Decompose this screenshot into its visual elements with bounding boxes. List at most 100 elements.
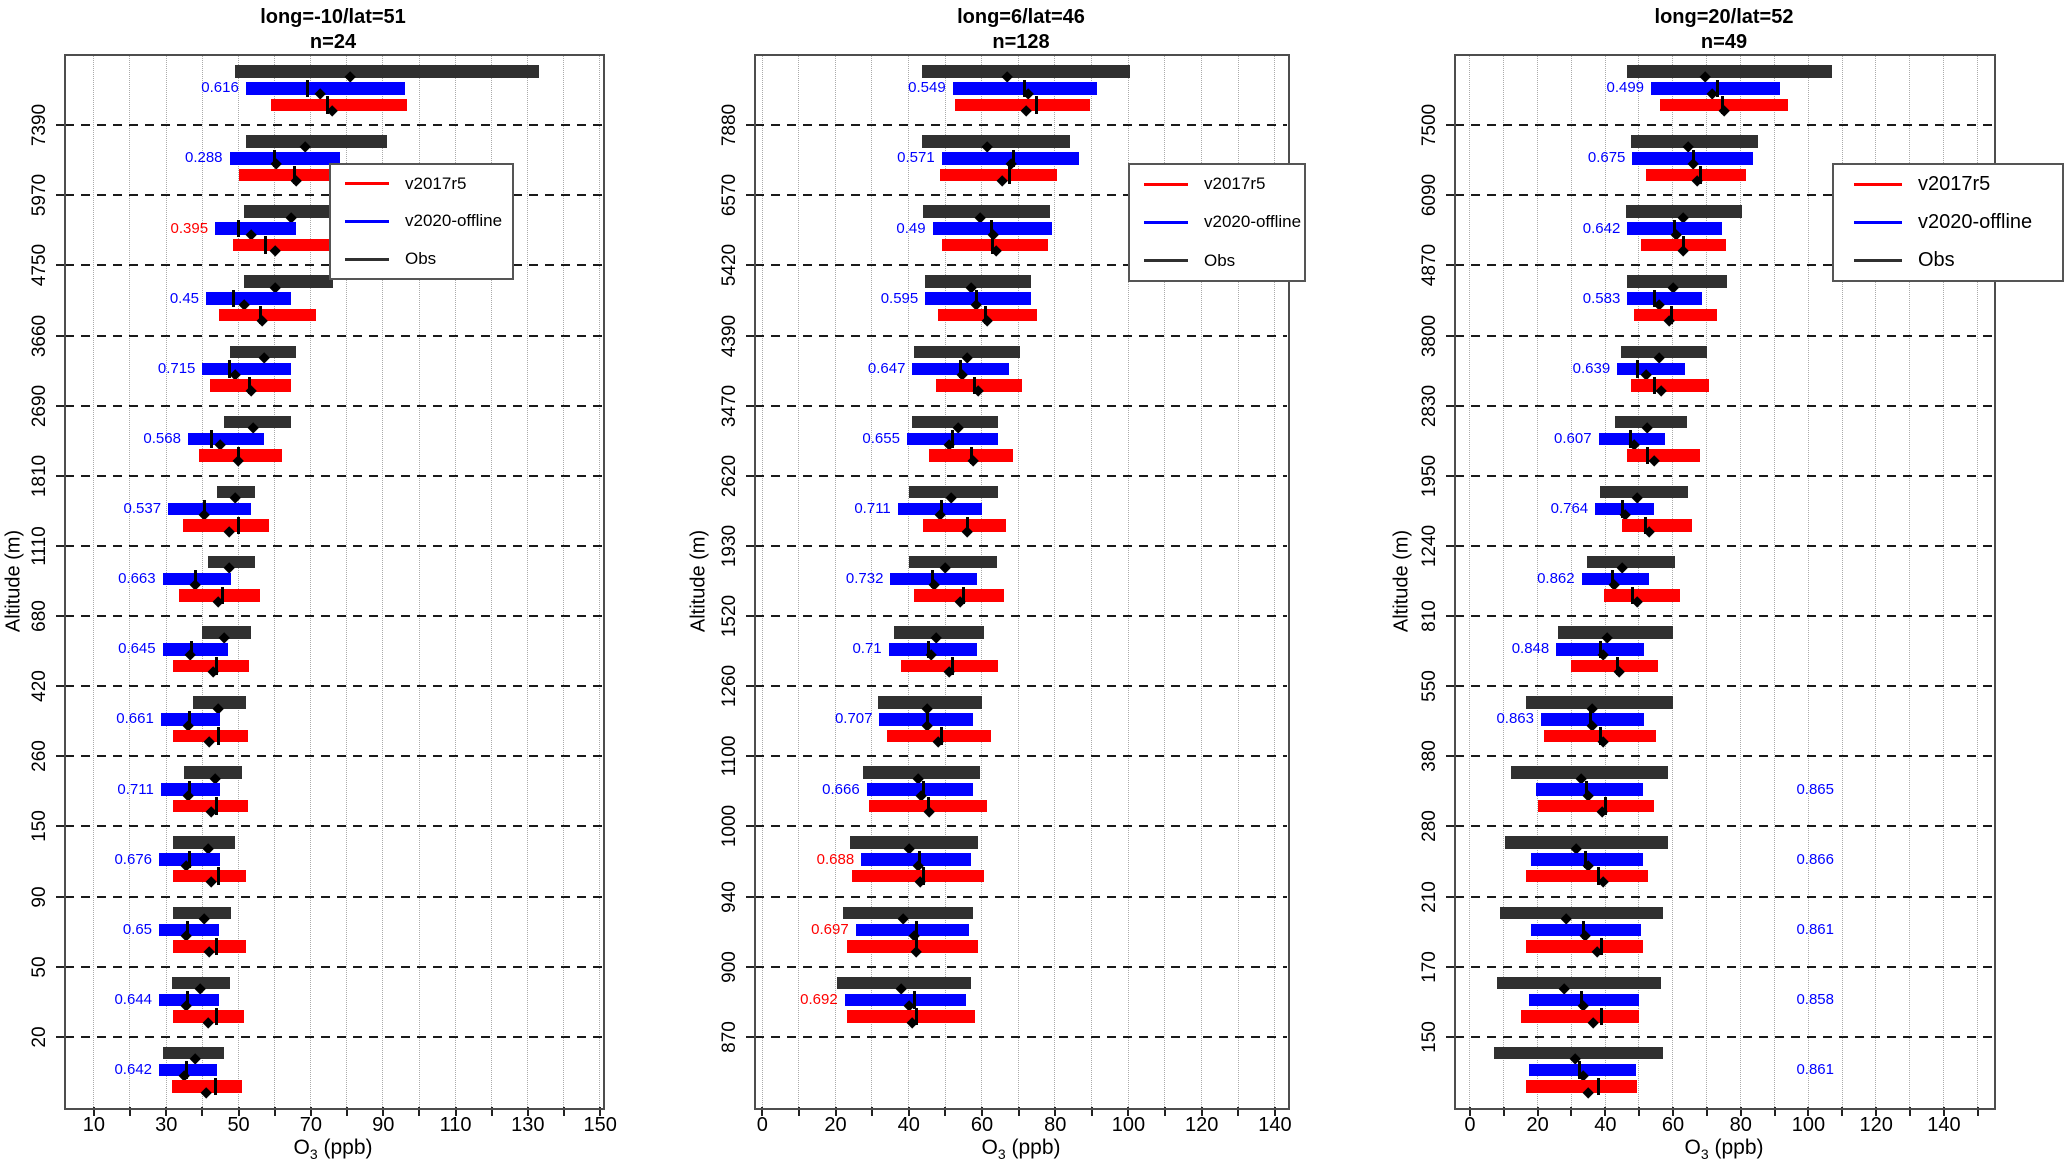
obs-bar <box>850 836 979 849</box>
v2020-bar <box>1651 82 1780 95</box>
x-axis-tick-label: 50 <box>227 1114 250 1136</box>
x-axis-tick <box>1976 1107 1979 1116</box>
x-axis-label: O3 (ppb) <box>982 1136 1061 1162</box>
altitude-tick-label: 550 <box>1419 670 1440 703</box>
obs-bar <box>863 766 981 779</box>
median-tick <box>1007 166 1011 184</box>
median-tick <box>186 921 190 939</box>
r-value-label: 0.676 <box>114 850 153 868</box>
median-tick <box>927 797 931 815</box>
v2020-bar <box>1627 292 1702 305</box>
x-axis-tick-label: 20 <box>824 1114 847 1136</box>
v2017-bar <box>218 308 317 322</box>
x-axis-tick <box>1127 1107 1130 1116</box>
median-tick <box>1585 780 1589 799</box>
legend-label: Obs <box>1918 249 1955 272</box>
altitude-boundary-line <box>1455 685 1993 688</box>
x-axis-tick-label: 40 <box>1594 1114 1617 1136</box>
obs-bar <box>1625 205 1743 218</box>
y-axis-tick <box>746 685 755 688</box>
x-axis-tick <box>1604 1107 1607 1116</box>
y-axis-tick <box>56 124 65 127</box>
y-axis-tick <box>56 755 65 758</box>
obs-bar <box>173 836 235 849</box>
x-axis-tick <box>1773 1107 1776 1116</box>
obs-bar <box>912 415 999 429</box>
r-value-label: 0.639 <box>1572 359 1611 377</box>
v2017-bar <box>923 519 1006 532</box>
v2017-bar <box>901 659 999 673</box>
gridline-vertical <box>1237 55 1239 1107</box>
y-axis-tick <box>56 404 65 407</box>
y-axis-tick <box>56 1035 65 1038</box>
v2020-bar <box>866 783 973 796</box>
x-axis-tick <box>1570 1107 1573 1116</box>
y-axis-tick <box>1446 615 1455 618</box>
y-axis-tick <box>1446 474 1455 477</box>
v2020-bar <box>1535 783 1643 796</box>
median-tick <box>951 657 955 675</box>
median-tick <box>1600 937 1604 956</box>
altitude-boundary-line <box>755 895 1287 898</box>
y-axis-tick <box>746 825 755 828</box>
median-tick <box>1698 166 1702 184</box>
altitude-tick-label: 6090 <box>1419 174 1440 217</box>
altitude-tick-label: 810 <box>1419 600 1440 632</box>
altitude-boundary-line <box>755 544 1287 547</box>
r-value-label: 0.866 <box>1796 850 1834 868</box>
gridline-vertical <box>310 55 312 1107</box>
gridline-vertical <box>1200 55 1202 1107</box>
median-tick <box>184 1061 188 1079</box>
obs-bar <box>925 275 1032 288</box>
r-value-label: 0.647 <box>867 359 906 377</box>
v2017-bar <box>178 589 261 602</box>
altitude-boundary-line <box>755 685 1287 688</box>
x-axis-tick-label: 80 <box>1044 1114 1067 1136</box>
legend-item-v2017r5: v2017r5 <box>1130 165 1304 203</box>
median-tick <box>962 586 966 605</box>
altitude-boundary-line <box>1455 615 1993 618</box>
legend-item-obs: Obs <box>1130 242 1304 280</box>
obs-bar <box>837 976 972 990</box>
x-axis-label-subscript: 3 <box>997 1146 1006 1162</box>
y-axis-tick <box>746 474 755 477</box>
x-axis-tick-label: 120 <box>1185 1114 1219 1136</box>
gridline-vertical <box>418 55 420 1107</box>
median-tick <box>1578 1061 1582 1079</box>
r-value-label: 0.666 <box>822 780 860 798</box>
y-axis-tick <box>1446 544 1455 547</box>
median-tick <box>188 710 192 729</box>
x-axis-tick-label: 150 <box>583 1114 617 1136</box>
v2017-bar <box>238 168 357 182</box>
median-tick <box>1600 1007 1604 1026</box>
median-tick <box>1603 797 1607 815</box>
legend-line-icon <box>1854 259 1902 263</box>
median-tick <box>215 657 219 675</box>
v2017-bar <box>1525 940 1643 953</box>
obs-bar <box>245 135 387 148</box>
legend-label: v2020-offline <box>1204 212 1302 232</box>
obs-bar <box>1615 415 1687 429</box>
legend-item-v2017r5: v2017r5 <box>1834 165 2062 203</box>
x-axis-label-main: O <box>293 1136 310 1159</box>
v2017-bar <box>1571 659 1658 673</box>
x-axis-label: O3 (ppb) <box>1685 1136 1764 1162</box>
v2017-bar <box>173 869 246 883</box>
legend-item-v2017r5: v2017r5 <box>331 165 512 203</box>
gridline-vertical <box>382 55 384 1107</box>
median-tick <box>1035 96 1039 114</box>
altitude-boundary-line <box>755 194 1287 197</box>
v2017-bar <box>1525 869 1648 883</box>
r-value-label: 0.764 <box>1550 500 1589 518</box>
obs-bar <box>1627 275 1728 288</box>
x-axis-tick <box>1090 1107 1093 1116</box>
v2017-bar <box>173 1010 244 1023</box>
v2020-bar <box>1595 502 1655 516</box>
altitude-boundary-line <box>755 334 1287 337</box>
x-axis-tick <box>1739 1107 1742 1116</box>
gridline-vertical <box>1570 55 1572 1107</box>
gridline-vertical <box>1909 55 1911 1107</box>
y-axis-tick <box>746 755 755 758</box>
